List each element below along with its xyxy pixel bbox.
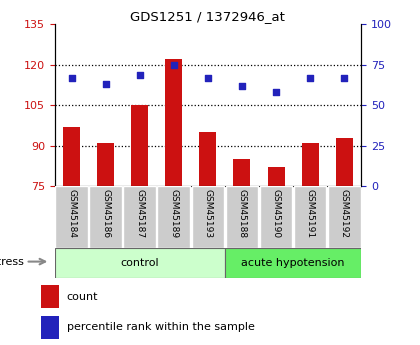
Text: GSM45192: GSM45192: [340, 189, 349, 238]
Text: GSM45193: GSM45193: [203, 189, 213, 238]
Bar: [268, 167, 285, 186]
Text: control: control: [121, 258, 159, 268]
Text: GSM45191: GSM45191: [306, 189, 315, 238]
Bar: [328, 186, 360, 248]
Bar: [158, 186, 190, 248]
Point: [102, 81, 109, 86]
Bar: [41, 316, 60, 338]
Text: GSM45189: GSM45189: [169, 189, 178, 238]
Text: acute hypotension: acute hypotension: [241, 258, 345, 268]
Bar: [225, 248, 361, 278]
Bar: [63, 127, 80, 186]
Point: [239, 83, 245, 89]
Text: count: count: [67, 292, 98, 302]
Point: [136, 73, 143, 78]
Point: [171, 62, 177, 68]
Text: stress: stress: [0, 257, 24, 267]
Text: GSM45187: GSM45187: [135, 189, 144, 238]
Bar: [226, 186, 258, 248]
Point: [273, 89, 279, 95]
Text: percentile rank within the sample: percentile rank within the sample: [67, 322, 255, 332]
Bar: [302, 143, 319, 186]
Bar: [336, 138, 353, 186]
Bar: [294, 186, 326, 248]
Text: GSM45188: GSM45188: [237, 189, 247, 238]
Point: [307, 76, 313, 81]
Bar: [200, 132, 216, 186]
Bar: [89, 186, 122, 248]
Bar: [234, 159, 250, 186]
Bar: [55, 186, 88, 248]
Bar: [165, 59, 182, 186]
Text: GSM45190: GSM45190: [272, 189, 281, 238]
Bar: [192, 186, 224, 248]
Point: [341, 76, 347, 81]
Text: GSM45186: GSM45186: [101, 189, 110, 238]
Point: [205, 76, 211, 81]
Title: GDS1251 / 1372946_at: GDS1251 / 1372946_at: [131, 10, 285, 23]
Bar: [97, 143, 114, 186]
Bar: [55, 248, 225, 278]
Bar: [260, 186, 292, 248]
Bar: [123, 186, 156, 248]
Bar: [131, 105, 148, 186]
Point: [68, 76, 75, 81]
Bar: [41, 285, 60, 308]
Text: GSM45184: GSM45184: [67, 189, 76, 238]
